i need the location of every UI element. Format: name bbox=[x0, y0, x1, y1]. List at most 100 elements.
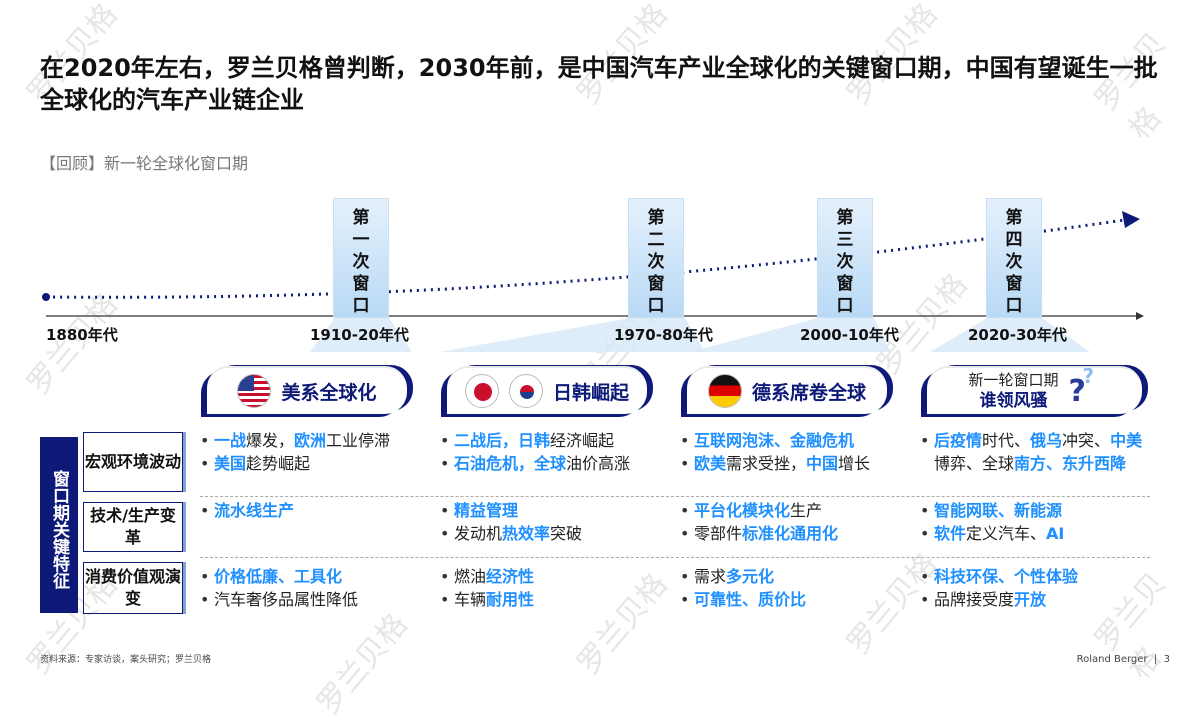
highlight-text: 经济性 bbox=[486, 567, 535, 586]
bullet-item: 软件定义汽车、AI bbox=[920, 522, 1145, 545]
highlight-text: 欧美 bbox=[694, 454, 727, 473]
cell: 二战后，日韩经济崛起石油危机，全球油价高涨 bbox=[440, 429, 670, 475]
text: 燃油 bbox=[454, 567, 487, 586]
row-divider bbox=[200, 496, 1150, 497]
highlight-text: 互联网泡沫、金融危机 bbox=[694, 431, 855, 450]
window-fan bbox=[310, 318, 412, 352]
window-label: 第一次窗口 bbox=[352, 208, 370, 316]
bullet-item: 价格低廉、工具化 bbox=[200, 565, 430, 588]
highlight-text: AI bbox=[1046, 524, 1065, 543]
cell: 流水线生产 bbox=[200, 499, 430, 522]
text: 发动机 bbox=[454, 524, 503, 543]
era-label: 1910-20年代 bbox=[310, 326, 409, 344]
highlight-text: 俄乌 bbox=[1030, 431, 1063, 450]
highlight-text: 欧洲 bbox=[294, 431, 327, 450]
text: 需求受挫， bbox=[726, 454, 807, 473]
bullet-item: 流水线生产 bbox=[200, 499, 430, 522]
bullet-item: 互联网泡沫、金融危机 bbox=[680, 429, 910, 452]
highlight-text: 南方、东升西降 bbox=[1014, 454, 1127, 473]
text: 定义汽车、 bbox=[966, 524, 1047, 543]
highlight-text: 精益管理 bbox=[454, 501, 519, 520]
cell: 价格低廉、工具化汽车奢侈品属性降低 bbox=[200, 565, 430, 611]
text: 汽车奢侈品属性降低 bbox=[214, 590, 359, 609]
text: 生产 bbox=[790, 501, 823, 520]
bullet-item: 石油危机，全球油价高涨 bbox=[440, 452, 670, 475]
card-label: 谁领风骚 bbox=[979, 391, 1048, 411]
window-label: 第三次窗口 bbox=[836, 208, 854, 316]
bullet-item: 发动机热效率突破 bbox=[440, 522, 670, 545]
text: 时代、 bbox=[982, 431, 1031, 450]
bullet-item: 二战后，日韩经济崛起 bbox=[440, 429, 670, 452]
highlight-text: 价格低廉、工具化 bbox=[214, 567, 343, 586]
text: 趁势崛起 bbox=[246, 454, 311, 473]
bullet-item: 精益管理 bbox=[440, 499, 670, 522]
cell: 科技环保、个性体验品牌接受度开放 bbox=[920, 565, 1145, 611]
card-label: 日韩崛起 bbox=[552, 381, 629, 404]
text: 经济崛起 bbox=[550, 431, 615, 450]
row-header: 宏观环境波动 bbox=[83, 432, 183, 492]
highlight-text: 热效率 bbox=[502, 524, 551, 543]
window-1: 第一次窗口 bbox=[333, 198, 389, 318]
bullet-item: 后疫情时代、俄乌冲突、中美博弈、全球南方、东升西降 bbox=[920, 429, 1145, 475]
highlight-text: 开放 bbox=[1014, 590, 1047, 609]
window-label: 第四次窗口 bbox=[1005, 208, 1023, 316]
highlight-text: 流水线生产 bbox=[214, 501, 295, 520]
text: 工业停滞 bbox=[326, 431, 391, 450]
timeline bbox=[42, 211, 1144, 352]
highlight-text: 二战后， bbox=[454, 431, 519, 450]
question-marks-icon: ?? bbox=[1068, 363, 1095, 409]
bullet-item: 美国趁势崛起 bbox=[200, 452, 430, 475]
section-subtitle: 【回顾】新一轮全球化窗口期 bbox=[40, 154, 249, 173]
side-label: 窗口期关键特征 bbox=[40, 437, 78, 613]
row-header: 技术/生产变革 bbox=[83, 502, 183, 552]
bullet-item: 燃油经济性 bbox=[440, 565, 670, 588]
window-3: 第三次窗口 bbox=[817, 198, 873, 318]
bullet-item: 一战爆发，欧洲工业停滞 bbox=[200, 429, 430, 452]
bullet-item: 可靠性、质价比 bbox=[680, 588, 910, 611]
highlight-text: 美国 bbox=[214, 454, 247, 473]
highlight-text: 后疫情 bbox=[934, 431, 983, 450]
text: 零部件 bbox=[694, 524, 743, 543]
bullet-item: 汽车奢侈品属性降低 bbox=[200, 588, 430, 611]
window-fan bbox=[440, 318, 705, 352]
bullet-item: 智能网联、新能源 bbox=[920, 499, 1145, 522]
highlight-text: 多元化 bbox=[726, 567, 775, 586]
era-label: 1880年代 bbox=[46, 326, 118, 344]
korea-flag-icon bbox=[508, 374, 543, 408]
cell: 智能网联、新能源软件定义汽车、AI bbox=[920, 499, 1145, 545]
cell: 互联网泡沫、金融危机欧美需求受挫，中国增长 bbox=[680, 429, 910, 475]
card-de: 德系席卷全球 bbox=[687, 368, 887, 414]
bullet-item: 需求多元化 bbox=[680, 565, 910, 588]
brand-logo: Roland Berger bbox=[1076, 654, 1148, 665]
cell: 精益管理发动机热效率突破 bbox=[440, 499, 670, 545]
era-label: 2000-10年代 bbox=[800, 326, 899, 344]
window-fan bbox=[690, 318, 890, 352]
window-label: 第二次窗口 bbox=[647, 208, 665, 316]
page-number: 3 bbox=[1163, 654, 1170, 665]
highlight-text: 平台化模块化 bbox=[694, 501, 791, 520]
text: 车辆 bbox=[454, 590, 487, 609]
japan-flag-icon bbox=[464, 374, 499, 408]
row-header: 消费价值观演变 bbox=[83, 562, 183, 614]
text: 需求 bbox=[694, 567, 727, 586]
germany-flag-icon bbox=[707, 374, 742, 408]
highlight-text: 中国 bbox=[806, 454, 839, 473]
start-dot bbox=[42, 293, 50, 301]
era-label: 2020-30年代 bbox=[968, 326, 1067, 344]
highlight-text: 科技环保、个性体验 bbox=[934, 567, 1079, 586]
highlight-text: 一战 bbox=[214, 431, 247, 450]
page-title: 在2020年左右，罗兰贝格曾判断，2030年前，是中国汽车产业全球化的关键窗口期… bbox=[40, 54, 1158, 114]
highlight-text: 中美 bbox=[1110, 431, 1143, 450]
highlight-text: 软件 bbox=[934, 524, 967, 543]
arrow-head-icon bbox=[1122, 211, 1140, 228]
window-2: 第二次窗口 bbox=[628, 198, 684, 318]
card-new: 新一轮窗口期 谁领风骚 ?? bbox=[927, 363, 1142, 414]
cell: 一战爆发，欧洲工业停滞美国趁势崛起 bbox=[200, 429, 430, 475]
bullet-item: 零部件标准化通用化 bbox=[680, 522, 910, 545]
cell: 后疫情时代、俄乌冲突、中美博弈、全球南方、东升西降 bbox=[920, 429, 1145, 475]
bullet-item: 欧美需求受挫，中国增长 bbox=[680, 452, 910, 475]
bullet-item: 科技环保、个性体验 bbox=[920, 565, 1145, 588]
text: 博弈、全球 bbox=[934, 454, 1015, 473]
highlight-text: 耐用性 bbox=[486, 590, 535, 609]
axis-arrow-icon bbox=[1136, 312, 1144, 320]
